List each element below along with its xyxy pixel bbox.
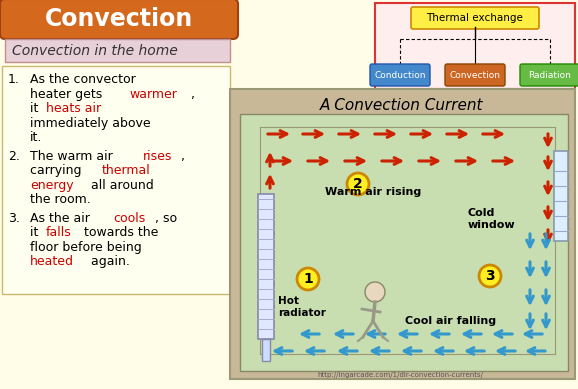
Text: Radiation: Radiation [528,70,572,79]
Text: carrying: carrying [30,164,86,177]
FancyBboxPatch shape [370,64,430,86]
Text: The warm air: The warm air [30,149,117,163]
Text: heater gets: heater gets [30,88,106,100]
Text: thermal: thermal [102,164,151,177]
Text: heated: heated [30,255,74,268]
Text: again.: again. [87,255,130,268]
Bar [554,151,568,241]
FancyBboxPatch shape [520,64,578,86]
Text: http://ingarcade.com/1/dir-convection-currents/: http://ingarcade.com/1/dir-convection-cu… [317,372,483,378]
Text: warmer: warmer [129,88,177,100]
Bar [262,339,270,361]
Text: Thermal exchange: Thermal exchange [427,13,524,23]
Text: the room.: the room. [30,193,91,206]
Text: energy: energy [30,179,73,191]
Circle shape [347,173,369,195]
Text: Conduction: Conduction [374,70,426,79]
Text: , so: , so [155,212,177,224]
FancyBboxPatch shape [411,7,539,29]
Bar [5,39,230,62]
Bar [258,194,274,339]
Bar [375,3,575,89]
Text: 1: 1 [303,272,313,286]
Text: Convection: Convection [45,7,193,31]
Text: As the convector: As the convector [30,73,136,86]
Circle shape [365,282,385,302]
Text: As the air: As the air [30,212,94,224]
Text: ,: , [191,88,195,100]
Text: it.: it. [30,131,42,144]
Text: 3: 3 [485,269,495,283]
Text: it: it [30,226,42,239]
Text: Hot
radiator: Hot radiator [278,296,326,318]
Text: all around: all around [87,179,153,191]
Text: towards the: towards the [80,226,158,239]
Text: Convection: Convection [450,70,501,79]
Circle shape [297,268,319,290]
Text: cools: cools [113,212,145,224]
FancyBboxPatch shape [445,64,505,86]
Text: 2: 2 [353,177,363,191]
Text: 1.: 1. [8,73,20,86]
Text: ,: , [181,149,185,163]
Text: rises: rises [143,149,172,163]
Text: 2.: 2. [8,149,20,163]
Text: 3.: 3. [8,212,20,224]
Text: Cold
window: Cold window [468,208,516,230]
Text: Convection in the home: Convection in the home [12,44,178,58]
Bar [240,114,568,371]
Text: floor before being: floor before being [30,240,142,254]
FancyBboxPatch shape [0,0,238,39]
Text: heats air: heats air [46,102,101,115]
Bar [230,89,575,379]
Text: A Convection Current: A Convection Current [320,98,484,113]
Circle shape [479,265,501,287]
Text: immediately above: immediately above [30,116,151,130]
Text: it: it [30,102,42,115]
Bar [2,66,230,294]
Text: Warm air rising: Warm air rising [325,187,421,197]
Text: Cool air falling: Cool air falling [405,316,496,326]
Text: falls: falls [46,226,72,239]
